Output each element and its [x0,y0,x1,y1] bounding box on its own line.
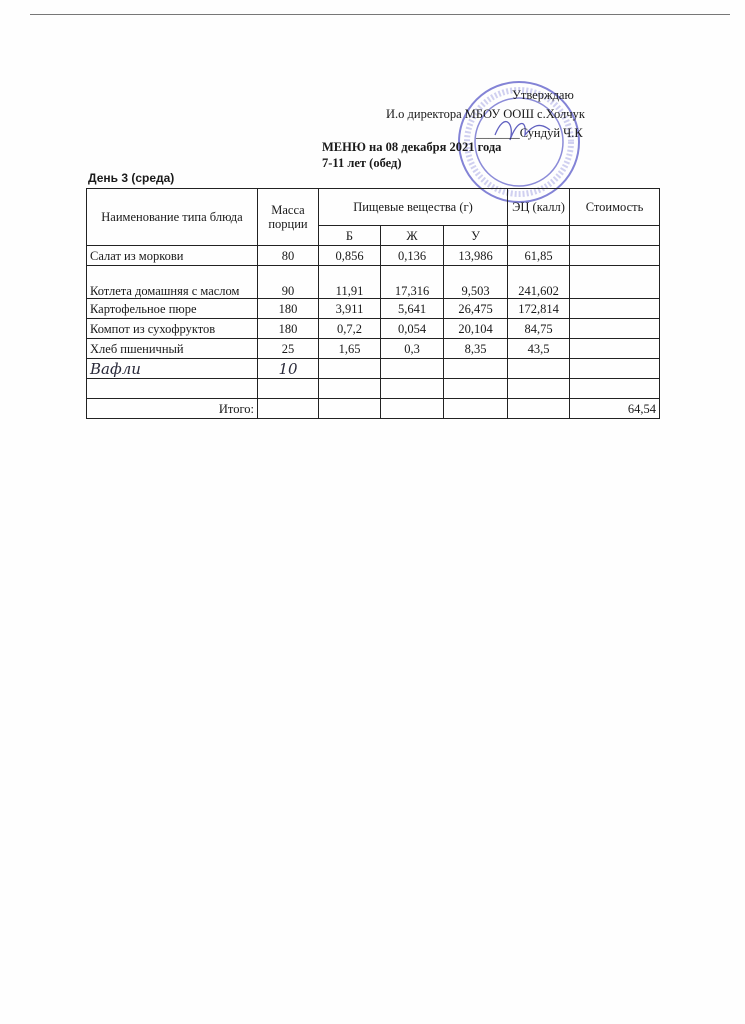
table-row: Салат из моркови 80 0,856 0,136 13,986 6… [86,245,660,266]
dish-mass: 180 [257,298,319,319]
dish-fat: 5,641 [380,298,444,319]
dish-fat: 17,316 [380,265,444,299]
dish-cost [569,338,660,359]
total-empty [257,398,319,419]
header-cost-empty [569,225,660,246]
header-u: У [443,225,508,246]
dish-protein [318,358,381,379]
dish-name: Салат из моркови [86,245,258,266]
dish-name: Картофельное пюре [86,298,258,319]
menu-title: МЕНЮ на 08 декабря 2021 года [322,140,502,154]
header-cost: Стоимость [569,188,660,226]
header-name: Наименование типа блюда [86,188,258,246]
total-label: Итого: [86,398,258,419]
dish-carbs: 13,986 [443,245,508,266]
header-energy-empty [507,225,570,246]
table-row-handwritten: Вафли 10 [86,358,660,379]
dish-fat [380,378,444,399]
approver-position: И.о директора МБОУ ООШ с.Холчук [386,107,585,121]
total-row: Итого: 64,54 [86,398,660,419]
scan-edge-line [30,14,730,15]
header-b: Б [318,225,381,246]
dish-protein: 1,65 [318,338,381,359]
dish-cost [569,298,660,319]
dish-energy [507,378,570,399]
dish-energy [507,358,570,379]
table-row: Компот из сухофруктов 180 0,7,2 0,054 20… [86,318,660,339]
dish-mass: 90 [257,265,319,299]
header-nutrients: Пищевые вещества (г) [318,188,508,226]
dish-cost [569,265,660,299]
dish-name: Компот из сухофруктов [86,318,258,339]
signature-line: _______Сундуй Ч.К [476,126,583,140]
dish-cost [569,318,660,339]
dish-energy: 61,85 [507,245,570,266]
dish-protein: 0,856 [318,245,381,266]
dish-fat: 0,3 [380,338,444,359]
dish-mass: 80 [257,245,319,266]
header-energy: ЭЦ (калл) [507,188,570,226]
dish-mass-handwritten: 10 [257,358,319,379]
total-empty [507,398,570,419]
dish-name: Котлета домашняя с маслом [86,265,258,299]
dish-fat: 0,054 [380,318,444,339]
dish-mass: 180 [257,318,319,339]
dish-fat [380,358,444,379]
header-zh: Ж [380,225,444,246]
dish-carbs: 20,104 [443,318,508,339]
subheader-row: Б Ж У [87,225,660,246]
total-empty [380,398,444,419]
dish-energy: 43,5 [507,338,570,359]
dish-mass: 25 [257,338,319,359]
dish-mass [257,378,319,399]
header-row: Наименование типа блюда Масса порции Пищ… [86,188,660,246]
table-row: Котлета домашняя с маслом 90 11,91 17,31… [86,265,660,299]
dish-protein: 3,911 [318,298,381,319]
total-cost: 64,54 [569,398,660,419]
table-row-empty [86,378,660,399]
dish-name: Хлеб пшеничный [86,338,258,359]
total-empty [443,398,508,419]
dish-cost [569,358,660,379]
menu-table: Наименование типа блюда Масса порции Пищ… [86,188,660,419]
dish-cost [569,378,660,399]
dish-fat: 0,136 [380,245,444,266]
dish-cost [569,245,660,266]
day-label: День 3 (среда) [88,171,175,185]
total-empty [318,398,381,419]
dish-carbs [443,358,508,379]
dish-name [86,378,258,399]
dish-protein [318,378,381,399]
dish-carbs [443,378,508,399]
dish-carbs: 8,35 [443,338,508,359]
dish-energy: 241,602 [507,265,570,299]
approve-label: Утверждаю [512,88,574,102]
header-mass: Масса порции [257,188,319,246]
dish-protein: 11,91 [318,265,381,299]
dish-energy: 172,814 [507,298,570,319]
age-group: 7-11 лет (обед) [322,156,402,170]
dish-name-handwritten: Вафли [86,358,258,379]
dish-carbs: 26,475 [443,298,508,319]
dish-energy: 84,75 [507,318,570,339]
table-row: Хлеб пшеничный 25 1,65 0,3 8,35 43,5 [86,338,660,359]
dish-protein: 0,7,2 [318,318,381,339]
dish-carbs: 9,503 [443,265,508,299]
table-row: Картофельное пюре 180 3,911 5,641 26,475… [86,298,660,319]
